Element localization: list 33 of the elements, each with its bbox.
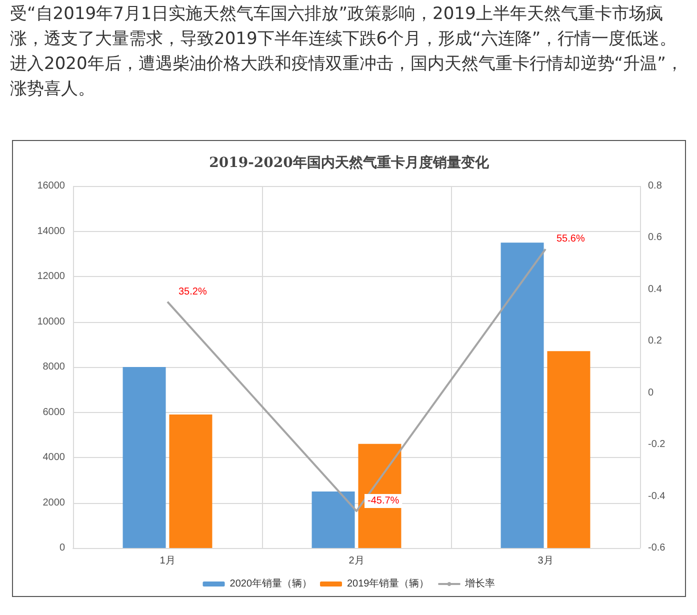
y2-tick-label: 0.8 bbox=[648, 180, 662, 192]
legend-label: 增长率 bbox=[464, 578, 496, 590]
bar bbox=[312, 491, 355, 548]
x-tick-label: 2月 bbox=[348, 556, 364, 566]
data-label: 35.2% bbox=[178, 286, 207, 298]
x-tick-label: 1月 bbox=[160, 556, 176, 566]
y-tick-label: 0 bbox=[59, 542, 66, 554]
y-tick-label: 4000 bbox=[42, 452, 66, 463]
y-tick-label: 2000 bbox=[42, 497, 66, 508]
y2-tick-label: -0.2 bbox=[648, 439, 666, 450]
x-tick-label: 3月 bbox=[538, 556, 554, 566]
legend-label: 2019年销量（辆） bbox=[347, 578, 430, 590]
data-label: -45.7% bbox=[368, 496, 400, 507]
y-tick-label: 16000 bbox=[37, 180, 66, 192]
y2-tick-label: 0.6 bbox=[648, 232, 662, 244]
y2-tick-label: -0.6 bbox=[648, 542, 666, 554]
data-label: 55.6% bbox=[556, 234, 585, 245]
y-tick-label: 14000 bbox=[37, 226, 66, 237]
y2-tick-label: 0.4 bbox=[648, 284, 662, 295]
y-tick-label: 10000 bbox=[37, 316, 66, 328]
bar bbox=[122, 367, 166, 548]
bar bbox=[547, 351, 590, 548]
y-tick-label: 8000 bbox=[42, 362, 66, 372]
text: 受“自2019年7月1日实施天然气车国六排放”政策影响，2019上半年天然气重卡市场疯涨，透支了大量需求，导致2019下半年连续下跌6个月，形成“六连降”，行情一度低迷。进入2020年后，遭遇柴油价格大跌和疫情双重冲击，国内天然气重卡行情却逆势“升温”，涨势喜人。 bbox=[10, 3, 684, 101]
y2-tick-label: 0.2 bbox=[648, 336, 662, 347]
bar bbox=[169, 414, 212, 548]
chart-title: 2019-2020年国内天然气重卡月度销量变化 bbox=[209, 154, 490, 171]
bar bbox=[500, 242, 544, 548]
y2-tick-label: -0.4 bbox=[648, 490, 666, 502]
y-tick-label: 12000 bbox=[37, 271, 66, 282]
y-tick-label: 6000 bbox=[42, 406, 66, 418]
y2-tick-label: 0 bbox=[648, 387, 654, 398]
legend-label: 2020年销量（辆） bbox=[230, 578, 312, 590]
